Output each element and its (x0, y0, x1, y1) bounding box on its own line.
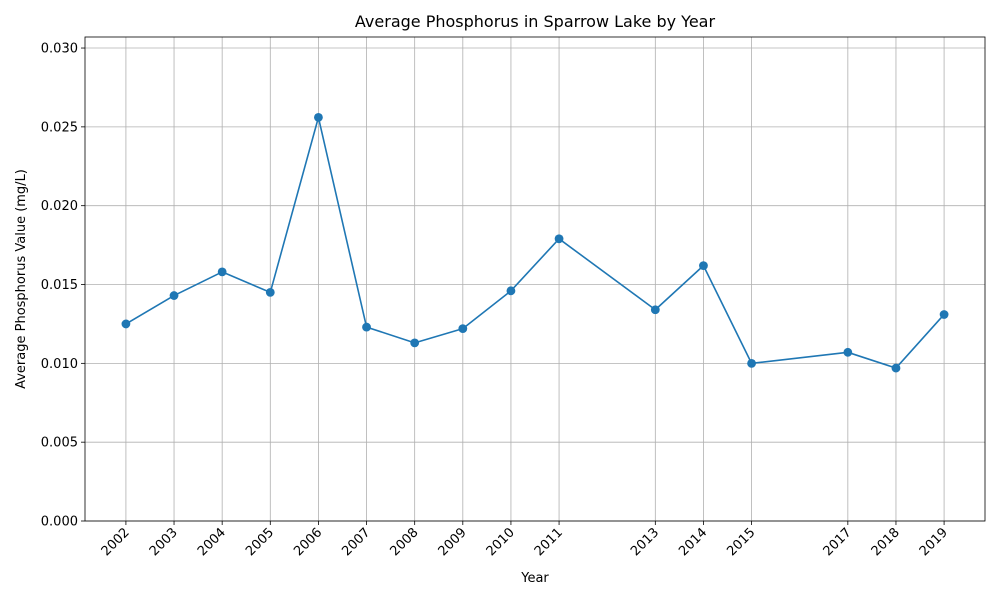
data-point (506, 286, 516, 296)
x-tick-label: 2017 (821, 525, 855, 559)
x-tick-label: 2007 (339, 525, 373, 559)
y-tick-label: 0.000 (41, 515, 78, 530)
data-point (314, 113, 323, 122)
x-axis-title: Year (520, 571, 549, 586)
data-point (458, 324, 468, 334)
x-tick-label: 2018 (869, 525, 903, 559)
data-point (554, 234, 564, 244)
data-point (121, 319, 131, 329)
x-tick-label: 2003 (147, 525, 181, 559)
x-tick-label: 2009 (436, 525, 470, 559)
plot-frame (84, 36, 986, 522)
chart-title: Average Phosphorus in Sparrow Lake by Ye… (355, 12, 716, 31)
y-tick-label: 0.005 (41, 436, 78, 451)
data-point (362, 322, 371, 332)
x-axis-ticks: 2002 2003 2004 2005 2006 2007 2008 2009 2010 2011… (99, 521, 951, 559)
data-point (410, 338, 420, 348)
data-point (747, 358, 756, 368)
x-tick-label: 2015 (724, 525, 758, 559)
data-point (891, 363, 901, 373)
grid (85, 37, 985, 522)
series-line (125, 116, 945, 369)
y-tick-label: 0.030 (41, 42, 78, 57)
data-point (843, 347, 853, 357)
x-tick-label: 2013 (628, 525, 662, 559)
x-tick-label: 2019 (917, 525, 951, 559)
y-tick-label: 0.020 (41, 199, 78, 214)
data-point (699, 261, 708, 270)
x-tick-label: 2005 (243, 525, 277, 559)
y-axis-title: Average Phosphorus Value (mg/L) (14, 169, 29, 389)
y-axis-ticks: 0.000 0.005 0.010 0.015 0.020 0.025 0.030 (41, 42, 85, 530)
data-point (169, 291, 179, 300)
data-point (265, 288, 275, 297)
data-point (217, 267, 227, 277)
y-tick-label: 0.015 (41, 278, 78, 293)
x-tick-label: 2008 (388, 525, 422, 559)
data-point (939, 310, 949, 319)
data-point (650, 305, 660, 315)
x-tick-label: 2006 (291, 525, 325, 559)
y-tick-label: 0.010 (41, 357, 78, 372)
series-layer (121, 113, 949, 373)
x-tick-label: 2004 (195, 525, 229, 559)
y-tick-label: 0.025 (41, 120, 78, 135)
x-tick-label: 2011 (532, 525, 566, 559)
x-tick-label: 2010 (484, 525, 518, 559)
x-tick-label: 2014 (676, 525, 710, 559)
x-tick-label: 2002 (99, 525, 133, 559)
